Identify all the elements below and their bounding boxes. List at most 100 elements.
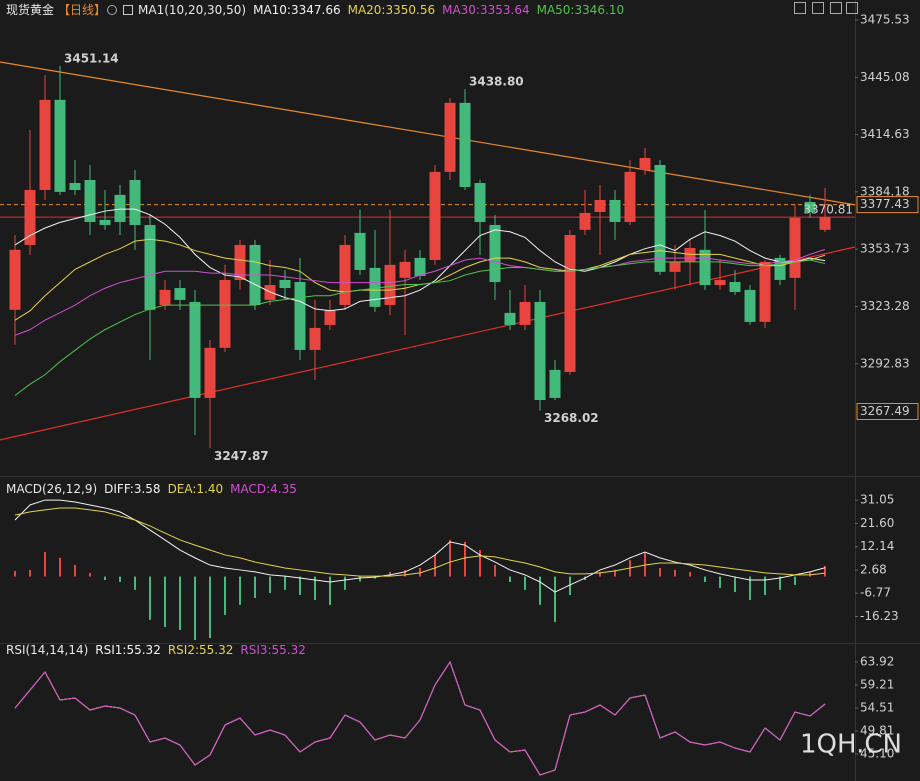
candle-body [639,157,651,170]
candle-body [774,257,786,280]
candle-body [699,249,711,286]
candle-body [534,301,546,400]
macd-bar [29,569,31,577]
macd-bar [719,576,721,588]
candle-body [744,289,756,322]
macd-bar [119,576,121,582]
legend-entry: RSI2:55.32 [168,643,234,657]
y-tick-label: 3414.63 [860,127,910,141]
ma-line [14,208,826,312]
macd-bar [224,576,226,615]
zoom-button[interactable] [794,2,806,14]
macd-bar [44,551,46,577]
level-box [856,402,919,420]
macd-bar [134,576,136,590]
close-button[interactable] [846,2,858,14]
macd-bar [704,576,706,582]
macd-bar [674,569,676,577]
candle-body [789,217,801,278]
candle-body [174,288,186,300]
trend-line [0,246,856,441]
y-tick-label: -16.23 [860,609,899,623]
ma-line [14,248,826,336]
candle-body [474,183,486,222]
macd-bar [314,576,316,600]
macd-bar [239,576,241,605]
candle-body [204,347,216,398]
candle-body [819,217,831,230]
candle-body [579,212,591,230]
settings-button[interactable] [830,2,842,14]
low-annotation: 3247.87 [214,449,269,463]
panel-header: 现货黄金 【日线】 MA1(10,20,30,50) MA10:3347.66 MA20… [6,2,624,17]
macd-bar [494,565,496,577]
macd-bar [389,571,391,577]
macd-bar [434,554,436,577]
macd-bar [404,569,406,577]
macd-bar [479,550,481,577]
legend-entry: MA50:3346.10 [537,3,625,17]
candle-body [129,180,141,225]
candle-body [414,257,426,276]
macd-bar [89,572,91,577]
macd-bar [149,576,151,620]
candle-body [84,180,96,222]
y-tick-label: -6.77 [860,586,891,600]
candle-body [294,282,306,350]
macd-bar [194,576,196,641]
macd-bar [809,571,811,577]
y-tick-label: 12.14 [860,539,894,553]
macd-bar [284,576,286,590]
macd-line [14,499,826,593]
level-box [856,196,919,214]
y-tick-label: 3475.53 [860,13,910,27]
y-tick-label: 3292.83 [860,356,910,370]
candle-body [624,171,636,222]
macd-bar [599,571,601,577]
high-annotation: 3438.80 [469,75,524,89]
macd-bar [344,576,346,590]
period-label: 【日线】 [58,3,106,17]
candle-body [354,232,366,270]
candle-body [324,309,336,325]
indicator-icon[interactable] [123,5,133,15]
macd-bar [359,576,361,582]
rsi-line [14,660,826,776]
macd-bar [794,576,796,585]
y-tick-label: 3384.18 [860,184,910,198]
legend-entry: DIFF:3.58 [104,482,160,496]
macd-line [14,507,826,577]
y-tick-label: 2.68 [860,562,887,576]
trend-line [0,61,856,206]
candle-body [69,183,81,190]
candle-body [234,244,246,280]
legend-entry: MA10:3347.66 [253,3,341,17]
panel-title: RSI(14,14,14) [6,643,88,657]
y-tick-label: 54.51 [860,701,894,715]
candle-body [429,171,441,260]
macd-bar [734,576,736,593]
legend-entry: RSI3:55.32 [240,643,306,657]
panel-title: MACD(26,12,9) [6,482,97,496]
candle-body [384,264,396,305]
candle-body [369,267,381,307]
legend-entry: RSI1:55.32 [95,643,161,657]
candle-body [549,369,561,398]
candle-body [9,249,21,310]
y-tick-label: 3445.08 [860,70,910,84]
candle-body [159,289,171,305]
candle-body [399,261,411,278]
legend-entry: DEA:1.40 [168,482,224,496]
shrink-button[interactable] [812,2,824,14]
candle-body [654,164,666,272]
indicator-icons [107,5,133,15]
macd-bar [299,576,301,596]
candle-body [309,327,321,350]
candle-body [504,312,516,325]
candle-body [54,99,66,192]
high-annotation: 3451.14 [64,51,119,65]
watermark: 1QH.CN [800,730,902,760]
add-icon[interactable] [107,5,117,15]
macd-bar [14,570,16,577]
y-tick-label: 3323.28 [860,299,910,313]
